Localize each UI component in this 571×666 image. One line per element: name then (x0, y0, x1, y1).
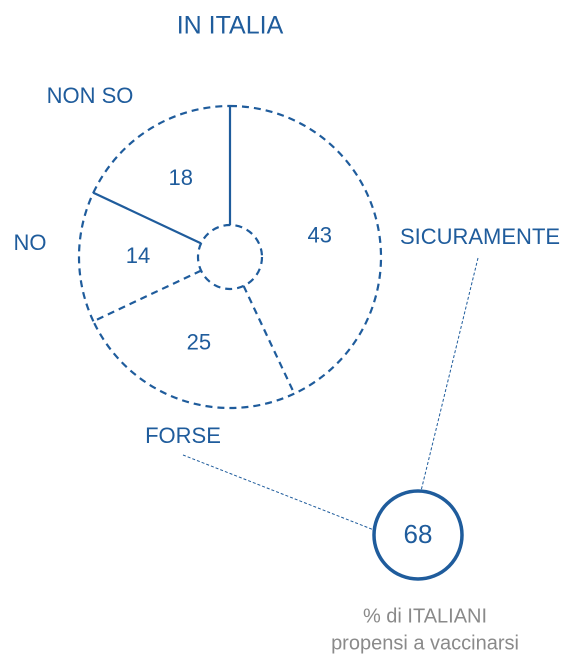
connector (420, 257, 479, 492)
summary-value: 68 (404, 519, 433, 549)
slice-divider (242, 285, 296, 395)
summary-caption: % di ITALIANI (363, 605, 487, 627)
slice-divider (92, 269, 202, 323)
summary-circle (372, 489, 464, 581)
value-label: 18 (168, 165, 192, 190)
category-label: SICURAMENTE (400, 224, 560, 249)
slice-divider (92, 191, 202, 245)
category-label: NO (14, 230, 47, 255)
pie-slice (77, 192, 95, 322)
chart-title: IN ITALIA (177, 12, 284, 40)
summary-caption: propensi a vaccinarsi (331, 632, 519, 654)
connector (182, 454, 375, 531)
category-label: FORSE (145, 423, 221, 448)
value-label: 14 (126, 243, 150, 268)
pie-slice (92, 104, 231, 194)
value-label: 43 (308, 223, 332, 248)
value-label: 25 (187, 329, 211, 354)
pie-slice (229, 104, 383, 395)
inner-circle (196, 223, 264, 291)
category-label: NON SO (47, 83, 134, 108)
pie-slice (92, 320, 295, 410)
